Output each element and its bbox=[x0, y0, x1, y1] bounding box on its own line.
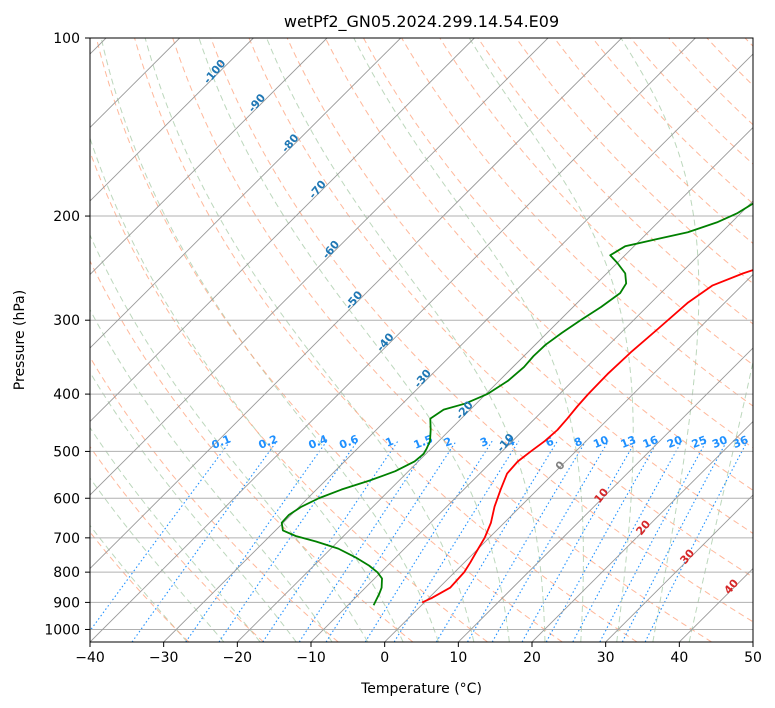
x-tick-label: −10 bbox=[296, 650, 326, 666]
dry-adiabat-line bbox=[286, 38, 753, 534]
dry-adiabat-line bbox=[515, 38, 753, 285]
mixing-ratio-line bbox=[218, 440, 359, 642]
moist-adiabat-line bbox=[100, 38, 439, 642]
moist-adiabat-line bbox=[266, 38, 546, 642]
isotherm-line bbox=[310, 200, 753, 642]
isotherm-line bbox=[458, 347, 753, 642]
mixing-ratio-line bbox=[90, 440, 231, 632]
plot-frame bbox=[89, 37, 754, 643]
x-tick-label: 50 bbox=[744, 650, 762, 666]
x-tick-label: 30 bbox=[597, 650, 615, 666]
chart-title: wetPf2_GN05.2024.299.14.54.E09 bbox=[284, 12, 559, 32]
dry-adiabat-line bbox=[134, 38, 638, 642]
isotherm-line bbox=[384, 273, 753, 642]
moist-adiabat-line bbox=[90, 524, 188, 642]
mixing-ratio-line bbox=[467, 440, 587, 642]
mixing-ratio-label: 16 bbox=[641, 433, 660, 451]
axes: −40 −30 −20 −10 0 10 20 30 40 50 100 200 300 400 500 60… bbox=[44, 31, 762, 666]
isotherms bbox=[90, 38, 753, 642]
isotherm-line bbox=[237, 126, 753, 642]
isotherm-line bbox=[90, 38, 254, 202]
x-tick-label: 20 bbox=[523, 650, 541, 666]
moist-adiabat-line bbox=[620, 38, 700, 642]
mixing-ratio-label: 13 bbox=[619, 433, 638, 451]
y-tick-label: 600 bbox=[53, 491, 80, 507]
dry-adiabat-line bbox=[172, 38, 712, 642]
mixing-ratio-label: 1 bbox=[384, 435, 396, 450]
isotherm-line bbox=[531, 420, 753, 642]
mixing-ratio-label: 20 bbox=[665, 433, 684, 451]
moist-adiabat-line bbox=[353, 38, 584, 642]
dry-adiabat-line bbox=[90, 259, 414, 642]
x-axis-title: Temperature (°C) bbox=[360, 681, 482, 697]
y-tick-label: 800 bbox=[53, 565, 80, 581]
mixing-ratio-label: 25 bbox=[690, 433, 709, 451]
y-axis-title: Pressure (hPa) bbox=[12, 290, 28, 390]
moist-adiabat-line bbox=[90, 371, 297, 642]
mixing-ratio-line bbox=[644, 440, 748, 642]
moist-adiabat-line bbox=[90, 308, 333, 642]
mixing-ratio-label: 36 bbox=[731, 433, 750, 451]
mixing-ratio-line bbox=[521, 440, 637, 642]
dry-adiabats bbox=[90, 38, 753, 642]
mixing-ratio-line bbox=[545, 440, 659, 642]
temperature-trace bbox=[421, 269, 753, 604]
x-tick-label: −20 bbox=[223, 650, 253, 666]
mixing-ratio-label: 2 bbox=[442, 435, 454, 450]
isotherm-line bbox=[90, 38, 549, 496]
mixing-ratio-label: 3 bbox=[478, 435, 490, 450]
mixing-ratio-line bbox=[572, 440, 683, 642]
isotherm-line bbox=[90, 38, 475, 423]
y-tick-label: 400 bbox=[53, 387, 80, 403]
y-tick-label: 300 bbox=[53, 313, 80, 329]
mixing-ratio-label: 8 bbox=[572, 435, 584, 450]
y-tick-label: 700 bbox=[53, 531, 80, 547]
isotherm-line bbox=[90, 38, 696, 642]
x-tick-label: 40 bbox=[670, 650, 688, 666]
dry-adiabat-line bbox=[90, 445, 264, 642]
x-tick-label: 10 bbox=[449, 650, 467, 666]
mixing-ratio-line bbox=[364, 440, 493, 642]
x-tick-label: 0 bbox=[380, 650, 389, 666]
mixing-ratio-line bbox=[435, 440, 558, 642]
y-tick-label: 500 bbox=[53, 444, 80, 460]
x-tick-label: −30 bbox=[149, 650, 179, 666]
dry-adiabat-line bbox=[324, 38, 753, 491]
moist-adiabat-line bbox=[688, 359, 753, 642]
pressure-gridlines bbox=[90, 38, 753, 630]
plot-area: 0.1 0.2 0.4 0.6 1 1.5 2 3 4 6 8 10 13 16 20 25 30 36 -100… bbox=[90, 38, 753, 642]
mixing-ratio-line bbox=[298, 440, 433, 642]
mixing-ratio-line bbox=[262, 440, 399, 642]
dry-adiabat-line bbox=[95, 38, 563, 642]
dry-adiabat-line bbox=[248, 38, 753, 578]
dry-adiabat-line bbox=[90, 356, 339, 642]
mixing-ratio-line bbox=[491, 440, 609, 642]
isotherm-line bbox=[605, 494, 753, 642]
mixing-ratio-label: 30 bbox=[710, 433, 729, 451]
moist-adiabat-line bbox=[90, 477, 225, 642]
mixing-ratio-label: 10 bbox=[591, 433, 610, 451]
moist-adiabats bbox=[90, 38, 753, 642]
mixing-ratio-line bbox=[185, 440, 328, 642]
isotherm-line bbox=[90, 38, 623, 570]
y-tick-label: 900 bbox=[53, 595, 80, 611]
sounding-traces bbox=[280, 202, 753, 606]
y-tick-label: 100 bbox=[53, 31, 80, 47]
y-tick-label: 200 bbox=[53, 209, 80, 225]
moist-adiabat-line bbox=[144, 38, 475, 642]
isotherm-line bbox=[90, 38, 328, 276]
x-tick-label: −40 bbox=[75, 650, 105, 666]
isotherm-line bbox=[90, 38, 402, 349]
mixing-ratio-line bbox=[325, 440, 457, 642]
y-tick-label: 1000 bbox=[44, 622, 80, 638]
moist-adiabat-line bbox=[90, 136, 404, 642]
moist-adiabat-line bbox=[198, 38, 510, 642]
moist-adiabat-line bbox=[90, 233, 369, 642]
dry-adiabat-line bbox=[210, 38, 753, 623]
dewpoint-trace bbox=[280, 202, 753, 606]
moist-adiabat-line bbox=[90, 426, 261, 642]
isotherm-line bbox=[163, 53, 753, 642]
